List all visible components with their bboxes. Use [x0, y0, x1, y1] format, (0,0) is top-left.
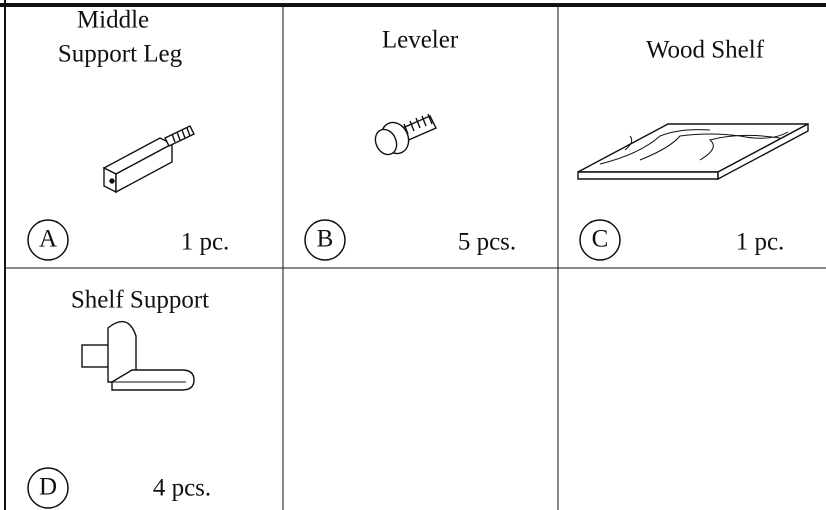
wood-shelf-illustration [577, 122, 809, 181]
leveler-illustration [374, 113, 437, 156]
support-leg-illustration [102, 125, 195, 194]
shelf-support-illustration [81, 320, 195, 391]
part-quantity: 5 pcs. [458, 229, 516, 256]
part-name: Leveler [382, 27, 459, 54]
part-quantity: 4 pcs. [153, 475, 211, 502]
part-name: Wood Shelf [646, 37, 765, 64]
part-name: Middle [77, 7, 149, 34]
part-name: Support Leg [58, 41, 183, 68]
part-name: Shelf Support [71, 287, 209, 314]
part-letter: C [592, 226, 609, 253]
part-letter: A [39, 226, 57, 253]
part-quantity: 1 pc. [181, 229, 230, 256]
part-quantity: 1 pc. [736, 229, 785, 256]
part-letter: B [317, 226, 334, 253]
letter-circles [27, 219, 621, 509]
part-letter: D [39, 474, 57, 501]
